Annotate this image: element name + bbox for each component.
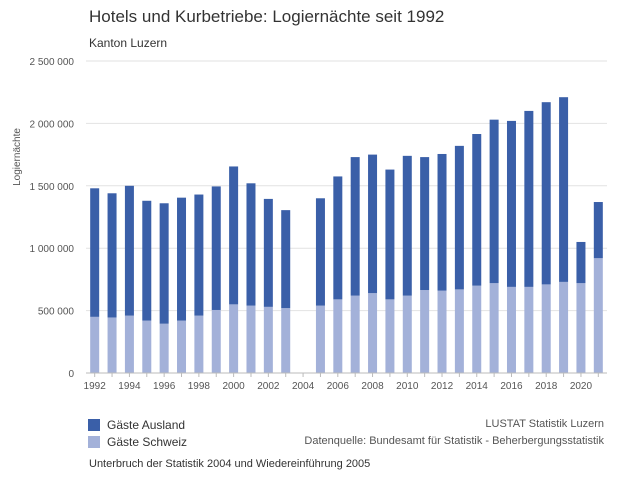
bar-ausland: [90, 188, 100, 317]
bar-schweiz: [107, 317, 117, 373]
bar-ausland: [315, 198, 325, 306]
bar-schweiz: [559, 281, 569, 373]
bar-ausland: [541, 102, 551, 285]
x-tick-label: 2020: [570, 381, 593, 392]
x-tick-label: 2018: [535, 381, 558, 392]
bar-ausland: [454, 145, 464, 290]
y-tick-label: 1 500 000: [30, 182, 75, 193]
bar-schweiz: [246, 305, 256, 373]
legend-swatch-schweiz: [88, 435, 100, 448]
legend-label-ausland: Gäste Ausland: [107, 417, 186, 432]
bar-ausland: [211, 186, 221, 310]
bar-ausland: [385, 169, 395, 300]
source-info: LUSTAT Statistik Luzern Datenquelle: Bun…: [304, 416, 604, 450]
chart-title: Hotels und Kurbetriebe: Logiernächte sei…: [89, 7, 445, 26]
bar-ausland: [437, 153, 447, 291]
bar-ausland: [263, 198, 273, 307]
legend-label-schweiz: Gäste Schweiz: [107, 434, 188, 449]
bar-schweiz: [281, 308, 291, 373]
y-tick-label: 2 500 000: [30, 57, 75, 68]
bar-ausland: [229, 166, 239, 305]
bar-schweiz: [194, 315, 204, 373]
bar-schweiz: [576, 283, 586, 373]
bar-ausland: [576, 241, 586, 284]
bar-ausland: [402, 155, 412, 296]
legend: Gäste Ausland Gäste Schweiz: [88, 416, 187, 450]
bar-ausland: [107, 193, 117, 318]
bar-ausland: [350, 157, 360, 296]
y-tick-label: 500 000: [38, 307, 75, 318]
bar-ausland: [559, 97, 569, 282]
bar-schweiz: [315, 305, 325, 373]
x-tick-label: 2004: [292, 381, 315, 392]
x-tick-label: 2002: [257, 381, 280, 392]
bar-schweiz: [350, 295, 360, 373]
bar-ausland: [124, 185, 134, 316]
bar-schweiz: [159, 323, 169, 373]
bar-schweiz: [541, 284, 551, 373]
bar-schweiz: [489, 283, 499, 373]
legend-swatch-ausland: [88, 418, 100, 431]
bar-ausland: [489, 119, 499, 284]
bar-ausland: [177, 197, 187, 321]
bar-ausland: [368, 154, 378, 294]
bar-schweiz: [142, 320, 152, 373]
bar-schweiz: [506, 286, 516, 373]
x-tick-label: 2000: [222, 381, 245, 392]
footnote: Unterbruch der Statistik 2004 und Wieder…: [89, 458, 371, 470]
bar-schweiz: [368, 293, 378, 373]
chart-subtitle: Kanton Luzern: [89, 36, 168, 50]
bar-ausland: [142, 200, 152, 321]
y-tick-label: 1 000 000: [30, 244, 75, 255]
bar-schweiz: [420, 290, 430, 373]
bar-ausland: [420, 157, 430, 291]
bar-schweiz: [211, 309, 221, 373]
x-tick-label: 1996: [153, 381, 176, 392]
x-tick-label: 2010: [396, 381, 419, 392]
legend-item-schweiz[interactable]: Gäste Schweiz: [88, 433, 187, 450]
bar-ausland: [506, 120, 516, 287]
x-tick-label: 2014: [466, 381, 489, 392]
legend-item-ausland[interactable]: Gäste Ausland: [88, 416, 187, 433]
bar-schweiz: [177, 320, 187, 373]
bar-schweiz: [472, 285, 482, 373]
y-tick-label: 2 000 000: [30, 119, 75, 130]
bar-schweiz: [593, 258, 603, 373]
bar-ausland: [472, 134, 482, 286]
bar-ausland: [159, 203, 169, 324]
bar-schweiz: [90, 316, 100, 373]
bar-schweiz: [454, 289, 464, 373]
y-axis-label: Logiernächte: [12, 128, 23, 186]
source-datasource: Datenquelle: Bundesamt für Statistik - B…: [304, 435, 604, 447]
x-tick-label: 2012: [431, 381, 454, 392]
stacked-bar-chart: 0 500 000 1 000 000 1 500 000 2 000 000 2 500…: [12, 57, 607, 392]
bar-schweiz: [333, 299, 343, 373]
bar-ausland: [524, 110, 534, 287]
y-tick-label: 0: [68, 369, 74, 380]
x-tick-label: 2006: [327, 381, 350, 392]
bar-ausland: [194, 194, 204, 316]
x-tick-label: 1992: [84, 381, 107, 392]
bar-ausland: [593, 202, 603, 259]
x-tick-label: 1994: [118, 381, 141, 392]
bar-schweiz: [124, 315, 134, 373]
bar-ausland: [333, 176, 343, 300]
x-tick-label: 1998: [188, 381, 211, 392]
bar-schweiz: [385, 299, 395, 373]
x-tick-label: 2016: [500, 381, 523, 392]
bar-schweiz: [402, 295, 412, 373]
bar-ausland: [246, 183, 256, 306]
bar-schweiz: [229, 304, 239, 373]
bar-schweiz: [437, 290, 447, 373]
x-tick-label: 2008: [361, 381, 384, 392]
bar-ausland: [281, 210, 291, 309]
bar-schweiz: [263, 306, 273, 373]
bar-schweiz: [524, 286, 534, 373]
source-publisher: LUSTAT Statistik Luzern: [485, 418, 604, 430]
